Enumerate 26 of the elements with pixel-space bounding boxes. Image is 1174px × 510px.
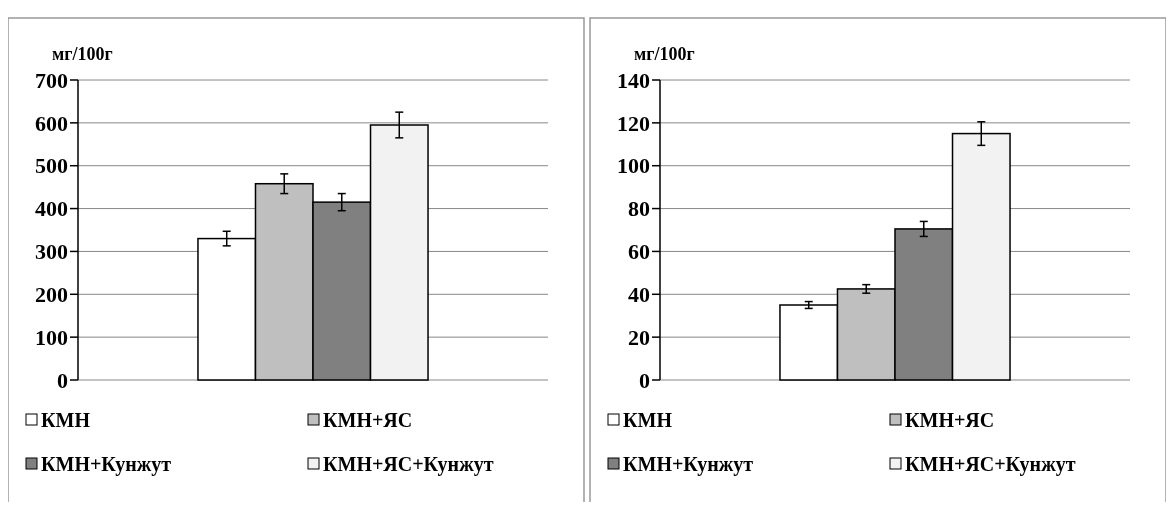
y-tick-label: 20 xyxy=(628,324,650,350)
y-tick-label: 400 xyxy=(35,196,68,222)
legend-label: КМН+ЯС+Кунжут xyxy=(323,453,494,476)
y-tick-label: 0 xyxy=(57,367,68,393)
y-tick-label: 0 xyxy=(639,367,650,393)
y-tick-label: 300 xyxy=(35,239,68,265)
y-tick-label: 120 xyxy=(617,110,650,136)
legend-label: КМН xyxy=(41,409,91,431)
y-tick-label: 100 xyxy=(617,153,650,179)
y-tick-label: 80 xyxy=(628,196,650,222)
y-tick-label: 700 xyxy=(35,67,68,93)
y-axis-title: мг/100г xyxy=(634,44,695,64)
legend-label: КМН+ЯС xyxy=(323,409,413,431)
y-tick-label: 140 xyxy=(617,67,650,93)
legend-label: КМН+ЯС xyxy=(905,409,995,431)
legend-label: КМН+ЯС+Кунжут xyxy=(905,453,1076,476)
legend-label: КМН xyxy=(623,409,673,431)
legend-label: КМН+Кунжут xyxy=(623,453,754,476)
y-tick-label: 60 xyxy=(628,239,650,265)
y-tick-label: 600 xyxy=(35,110,68,136)
y-tick-label: 100 xyxy=(35,324,68,350)
y-axis-title: мг/100г xyxy=(52,44,113,64)
legend-label: КМН+Кунжут xyxy=(41,453,172,476)
y-tick-label: 40 xyxy=(628,281,650,307)
y-tick-label: 500 xyxy=(35,153,68,179)
y-tick-label: 200 xyxy=(35,281,68,307)
